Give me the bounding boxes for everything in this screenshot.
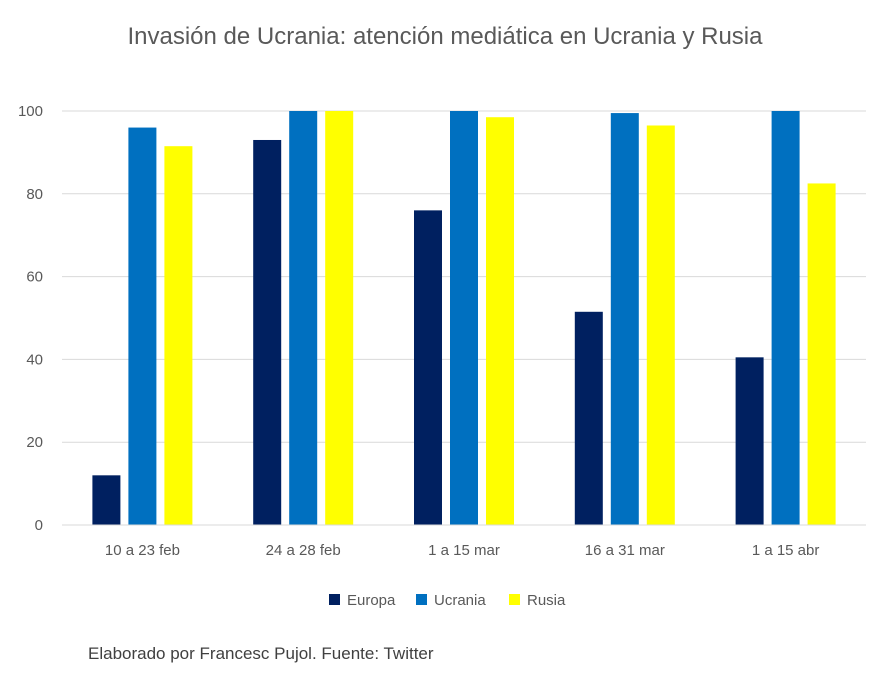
bar-ucrania-1 [128, 127, 157, 525]
legend: Europa Ucrania Rusia [329, 592, 566, 609]
y-axis-ticks: 0 20 40 60 80 100 [18, 103, 43, 534]
x-category-label: 16 a 31 mar [585, 542, 665, 559]
legend-label-ucrania: Ucrania [434, 592, 486, 609]
legend-swatch-rusia [509, 594, 520, 605]
legend-swatch-europa [329, 594, 340, 605]
bar-europa-5 [735, 357, 764, 525]
y-tick-label: 100 [18, 103, 43, 120]
bar-ucrania-2 [289, 111, 318, 525]
legend-label-europa: Europa [347, 592, 396, 609]
bar-europa-4 [574, 311, 603, 525]
y-tick-label: 0 [35, 517, 43, 534]
x-category-label: 1 a 15 mar [428, 542, 500, 559]
chart-title: Invasión de Ucrania: atención mediática … [127, 23, 763, 50]
bar-ucrania-4 [610, 113, 639, 525]
y-tick-label: 80 [26, 186, 43, 203]
y-tick-label: 40 [26, 351, 43, 368]
x-category-label: 24 a 28 feb [266, 542, 341, 559]
bars [92, 111, 836, 526]
x-category-label: 10 a 23 feb [105, 542, 180, 559]
bar-europa-3 [414, 210, 442, 526]
y-tick-label: 20 [26, 434, 43, 451]
bar-rusia-3 [486, 117, 514, 526]
y-tick-label: 60 [26, 269, 43, 286]
bar-europa-1 [92, 475, 121, 525]
x-category-label: 1 a 15 abr [752, 542, 820, 559]
bar-rusia-4 [646, 125, 675, 526]
source-note: Elaborado por Francesc Pujol. Fuente: Tw… [88, 644, 434, 663]
bar-rusia-1 [164, 146, 193, 525]
x-axis-categories: 10 a 23 feb 24 a 28 feb 1 a 15 mar 16 a 31 … [105, 542, 820, 559]
bar-ucrania-3 [450, 111, 478, 525]
bar-rusia-5 [807, 183, 836, 525]
bar-ucrania-5 [771, 111, 800, 525]
bar-europa-2 [253, 139, 282, 526]
bar-rusia-2 [325, 111, 354, 525]
legend-label-rusia: Rusia [527, 592, 566, 609]
legend-swatch-ucrania [416, 594, 427, 605]
